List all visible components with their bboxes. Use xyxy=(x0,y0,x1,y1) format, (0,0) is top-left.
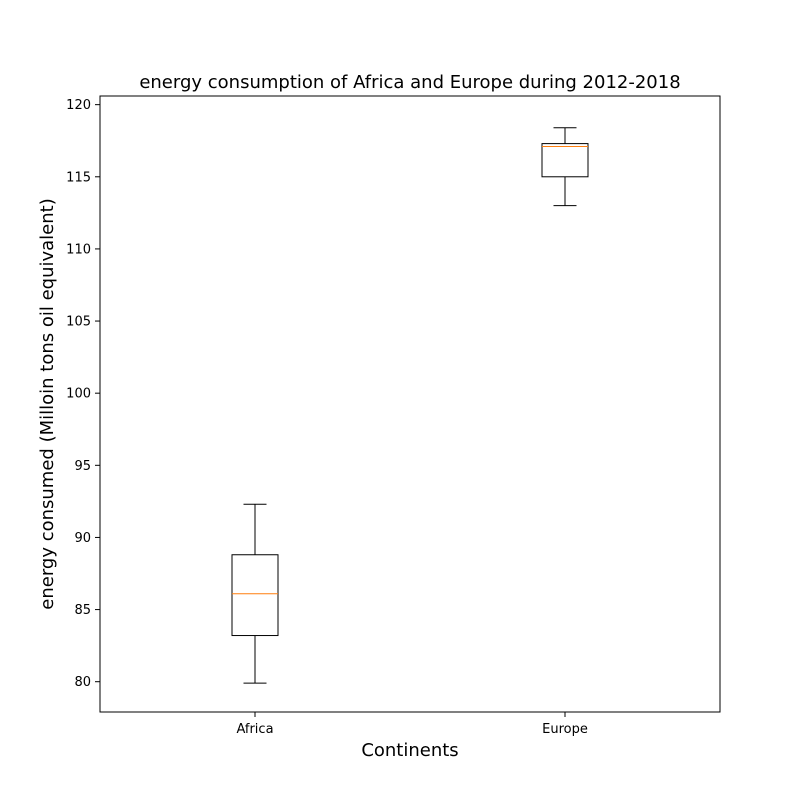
y-tick-label: 95 xyxy=(74,459,91,474)
x-axis: Africa Europe xyxy=(236,712,588,737)
x-axis-label: Continents xyxy=(361,740,458,761)
iqr-box xyxy=(231,554,279,637)
y-tick-label: 85 xyxy=(74,603,91,618)
y-tick-label: 105 xyxy=(66,315,91,330)
x-tick-label-africa: Africa xyxy=(236,722,273,737)
box-africa xyxy=(231,503,279,684)
y-axis: 80 85 90 95 100 105 110 115 120 xyxy=(66,98,100,690)
y-tick-label: 115 xyxy=(66,170,91,185)
y-tick-label: 120 xyxy=(66,98,91,113)
box-europe xyxy=(541,127,589,207)
y-tick-label: 100 xyxy=(66,387,91,402)
plot-frame xyxy=(99,95,721,713)
y-tick-label: 90 xyxy=(74,531,91,546)
y-tick-label: 110 xyxy=(66,242,91,257)
iqr-box xyxy=(541,143,589,178)
y-tick-label: 80 xyxy=(74,675,91,690)
plot-area xyxy=(231,127,589,684)
x-tick-label-europe: Europe xyxy=(542,722,588,737)
y-axis-label: energy consumed (Milloin tons oil equiva… xyxy=(37,198,58,609)
chart-title: energy consumption of Africa and Europe … xyxy=(139,72,680,93)
